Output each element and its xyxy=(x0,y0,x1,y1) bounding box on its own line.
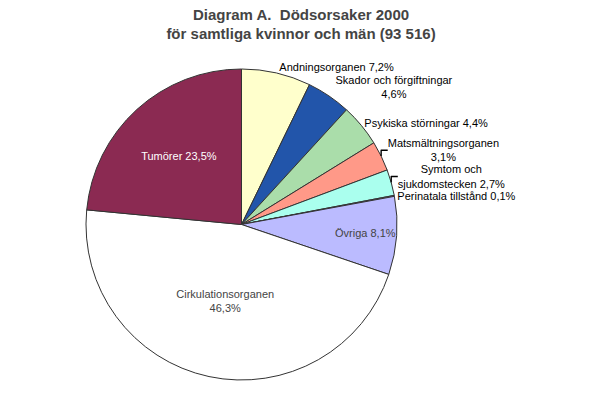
svg-text:Diagram A. Dödsorsaker 2000fö: Diagram A. Dödsorsaker 2000för samtliga … xyxy=(166,6,435,43)
svg-text:Cirkulationsorganen46,3%: Cirkulationsorganen46,3% xyxy=(176,288,274,314)
svg-text:Symtom ochsjukdomstecken 2,7%: Symtom ochsjukdomstecken 2,7% xyxy=(398,163,505,189)
svg-text:Perinatala tillstånd 0,1%: Perinatala tillstånd 0,1% xyxy=(397,190,515,202)
svg-text:Övriga 8,1%: Övriga 8,1% xyxy=(335,227,396,239)
svg-text:Tumörer 23,5%: Tumörer 23,5% xyxy=(141,150,217,162)
svg-text:Skador och förgiftningar4,6%: Skador och förgiftningar4,6% xyxy=(335,74,452,100)
svg-text:Andningsorganen 7,2%: Andningsorganen 7,2% xyxy=(279,61,394,73)
svg-text:Matsmältningsorganen3,1%: Matsmältningsorganen3,1% xyxy=(388,137,499,163)
svg-text:Psykiska störningar 4,4%: Psykiska störningar 4,4% xyxy=(364,117,488,129)
